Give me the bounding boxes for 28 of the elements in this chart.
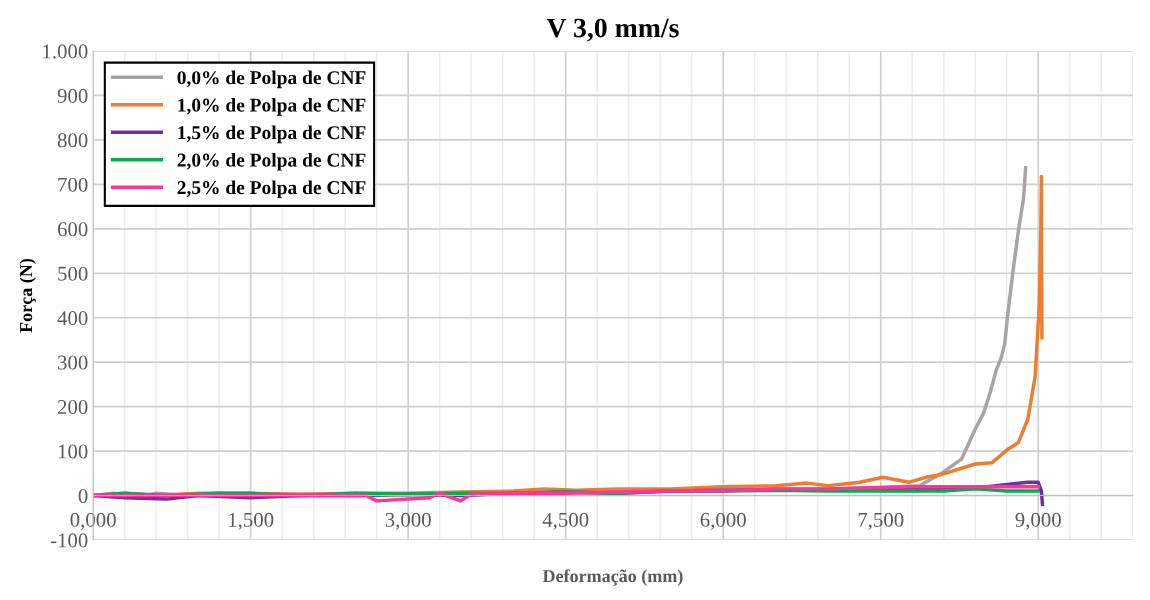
- x-tick-label: 6,000: [700, 512, 746, 530]
- line-series: [93, 484, 1040, 503]
- x-tick-label: 3,000: [385, 512, 431, 530]
- y-tick-label: 700: [58, 177, 88, 192]
- chart-title: V 3,0 mm/s: [546, 18, 679, 42]
- y-tick-label: 800: [57, 133, 88, 148]
- legend-label: 1,5% de Polpa de CNF: [178, 125, 366, 144]
- y-tick-label: 600: [57, 222, 88, 237]
- x-tick-label: 4,500: [542, 512, 589, 530]
- x-axis-title: Deformação (mm): [542, 569, 683, 586]
- y-tick-label: 500: [58, 266, 88, 281]
- x-tick-label: 1,500: [229, 512, 274, 530]
- y-tick-label: -100: [50, 533, 88, 548]
- y-tick-label: 200: [57, 400, 88, 415]
- x-tick-label: 9,000: [1015, 512, 1061, 530]
- legend-label: 1,0% de Polpa de CNF: [178, 98, 366, 116]
- legend-label: 2,5% de Polpa de CNF: [177, 180, 366, 199]
- y-tick-label: 0: [78, 488, 88, 503]
- x-tick-label: 7,500: [858, 512, 904, 530]
- legend-label: 2,0% de Polpa de CNF: [177, 152, 366, 171]
- y-tick-label: 400: [57, 311, 88, 326]
- y-tick-label: 1.000: [43, 44, 88, 59]
- x-tick-label: 0,000: [70, 512, 116, 530]
- y-tick-label: 300: [58, 355, 88, 370]
- y-tick-label: 100: [58, 444, 88, 459]
- legend-label: 0,0% de Polpa de CNF: [177, 70, 366, 89]
- y-axis-title: Força (N): [19, 258, 36, 333]
- y-tick-label: 900: [57, 88, 88, 103]
